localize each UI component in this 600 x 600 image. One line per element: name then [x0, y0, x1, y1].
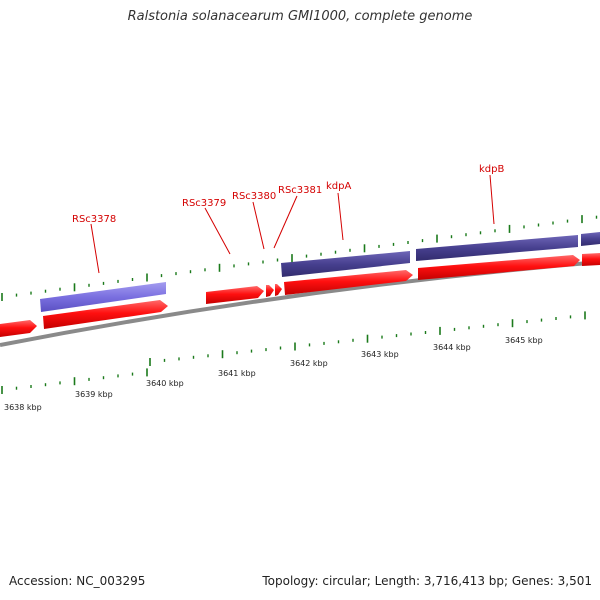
gene-arrow — [284, 270, 413, 295]
gene-arrow — [206, 286, 264, 304]
kbp-label: 3643 kbp — [361, 350, 399, 359]
gene-arrow — [43, 300, 168, 329]
tick-row-bottom — [1, 368, 148, 394]
cds-bar — [281, 251, 410, 277]
kbp-label: 3638 kbp — [4, 403, 42, 412]
leader-line — [337, 192, 344, 241]
accession-label: Accession: NC_003295 — [9, 574, 146, 588]
gene-label-leaders — [90, 174, 495, 274]
gene-labels: RSc3378 RSc3379 RSc3380 RSc3381 kdpA kdp… — [72, 164, 504, 225]
leader-line — [273, 195, 298, 249]
kbp-scale-labels: 3638 kbp 3639 kbp 3640 kbp 3641 kbp 3642… — [4, 336, 543, 412]
kbp-label: 3642 kbp — [290, 359, 328, 368]
leader-line — [204, 207, 231, 255]
cds-bar — [581, 232, 600, 246]
gene-label: RSc3381 — [278, 185, 322, 196]
gene-arrow — [582, 253, 600, 266]
gene-label: RSc3380 — [232, 191, 276, 202]
kbp-label: 3639 kbp — [75, 390, 113, 399]
kbp-label: 3641 kbp — [218, 369, 256, 378]
cds-bar — [40, 282, 166, 312]
gene-label: RSc3378 — [72, 214, 116, 225]
genome-title: Ralstonia solanacearum GMI1000, complete… — [127, 9, 473, 24]
genome-summary: Topology: circular; Length: 3,716,413 bp… — [262, 574, 592, 588]
cds-features — [40, 232, 600, 312]
tick-row-lower — [149, 311, 586, 366]
gene-arrow — [0, 320, 37, 337]
leader-line — [252, 201, 265, 250]
gene-label: kdpA — [326, 181, 351, 192]
gene-label: RSc3379 — [182, 198, 226, 209]
leader-line — [90, 223, 100, 274]
cds-bar — [416, 235, 578, 261]
kbp-label: 3645 kbp — [505, 336, 543, 345]
gene-arrow — [418, 255, 580, 280]
gene-arrow — [266, 285, 274, 297]
gene-label: kdpB — [479, 164, 504, 175]
kbp-label: 3644 kbp — [433, 343, 471, 352]
leader-line — [489, 174, 495, 225]
gene-arrow — [275, 284, 282, 296]
kbp-label: 3640 kbp — [146, 379, 184, 388]
forward-strand-genes — [0, 253, 600, 337]
tick-row-upper — [1, 215, 598, 301]
